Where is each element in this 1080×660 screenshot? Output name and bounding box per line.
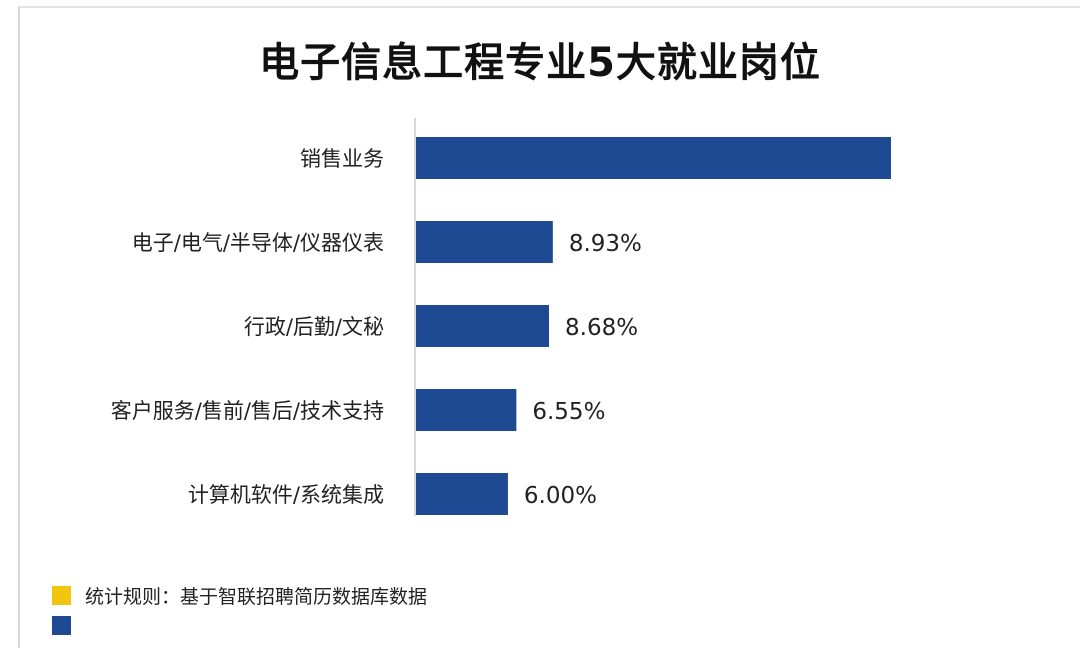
legend-label-rule: 统计规则：基于智联招聘简历数据库数据 xyxy=(85,585,428,608)
legend-swatch-blue xyxy=(52,615,71,635)
bar-3 xyxy=(416,389,517,431)
value-label-2: 8.68% xyxy=(565,315,638,341)
category-label-2: 行政/后勤/文秘 xyxy=(244,315,384,339)
chart-title: 电子信息工程专业5大就业岗位 xyxy=(259,40,821,86)
bar-2 xyxy=(416,305,549,347)
category-label-0: 销售业务 xyxy=(300,147,384,171)
bar-0 xyxy=(416,137,891,179)
legend: 统计规则：基于智联招聘简历数据库数据 xyxy=(52,580,427,640)
legend-swatch-yellow xyxy=(52,585,71,605)
bar-4 xyxy=(416,473,508,515)
legend-item-rule: 统计规则：基于智联招聘简历数据库数据 xyxy=(52,580,427,610)
chart-frame xyxy=(18,6,1080,648)
value-label-1: 8.93% xyxy=(569,231,642,257)
bar-1 xyxy=(416,221,553,263)
value-label-3: 6.55% xyxy=(532,399,605,425)
legend-item-blue xyxy=(52,610,427,640)
category-label-4: 计算机软件/系统集成 xyxy=(188,483,384,507)
value-label-4: 6.00% xyxy=(524,483,597,509)
category-label-1: 电子/电气/半导体/仪器仪表 xyxy=(132,231,384,255)
category-label-3: 客户服务/售前/售后/技术支持 xyxy=(111,399,384,423)
